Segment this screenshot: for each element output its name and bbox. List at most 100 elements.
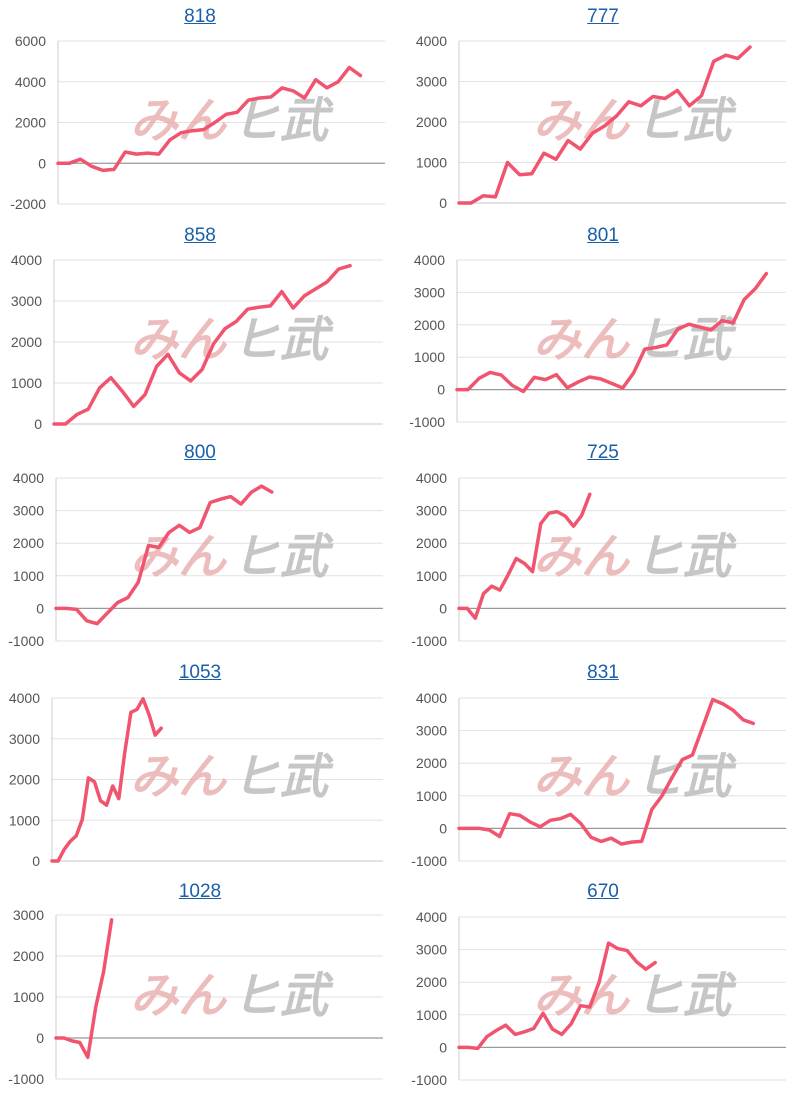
y-tick-label: 3000: [11, 293, 42, 309]
y-tick-label: 4000: [416, 690, 447, 706]
y-tick-label: 0: [36, 1030, 44, 1046]
svg-text:みん: みん: [533, 312, 631, 368]
y-tick-label: 3000: [9, 731, 40, 747]
y-tick-label: -2000: [10, 196, 46, 212]
y-tick-label: 3000: [416, 74, 447, 90]
watermark-logo: みん ヒ武: [130, 93, 334, 149]
line-chart: 4000 3000 2000 1000 0 みん ヒ武: [0, 219, 400, 438]
svg-text:みん: みん: [533, 529, 631, 585]
y-tick-label: 3000: [416, 723, 447, 739]
y-tick-label: 2000: [11, 334, 42, 350]
svg-text:ヒ武: ヒ武: [232, 312, 334, 368]
svg-text:みん: みん: [130, 968, 228, 1024]
svg-text:ヒ武: ヒ武: [232, 749, 334, 805]
y-tick-label: 2000: [416, 755, 447, 771]
y-tick-label: -1000: [411, 633, 447, 649]
chart-panel-801: 801 4000 3000 2000 1000 0 -1000 みん ヒ武: [403, 219, 803, 438]
y-tick-label: 4000: [416, 470, 447, 486]
svg-text:ヒ武: ヒ武: [232, 529, 334, 585]
y-tick-label: 4000: [13, 470, 44, 486]
chart-panel-670: 670 4000 3000 2000 1000 0 -1000 みん ヒ武: [403, 875, 803, 1094]
y-tick-label: -1000: [8, 633, 44, 649]
line-chart: 3000 2000 1000 0 -1000 みん ヒ武: [0, 875, 400, 1094]
y-tick-label: 2000: [414, 317, 445, 333]
line-chart: 4000 3000 2000 1000 0 みん ヒ武: [0, 656, 400, 875]
y-tick-label: 3000: [416, 503, 447, 519]
y-tick-label: 1000: [9, 812, 40, 828]
y-tick-label: 2000: [9, 772, 40, 788]
watermark-logo: みん ヒ武: [533, 93, 737, 149]
chart-panel-777: 777 4000 3000 2000 1000 0 みん ヒ武: [403, 0, 803, 219]
y-tick-label: 1000: [13, 568, 44, 584]
watermark-logo: みん ヒ武: [533, 312, 737, 368]
y-tick-label: -1000: [411, 1072, 447, 1088]
watermark-logo: みん ヒ武: [533, 529, 737, 585]
y-tick-label: 6000: [15, 33, 46, 49]
y-tick-label: 1000: [416, 155, 447, 171]
y-tick-label: 4000: [15, 74, 46, 90]
y-tick-label: 1000: [416, 568, 447, 584]
y-tick-label: 1000: [416, 1007, 447, 1023]
y-tick-label: -1000: [8, 1071, 44, 1087]
svg-text:ヒ武: ヒ武: [232, 968, 334, 1024]
y-tick-label: 1000: [414, 349, 445, 365]
y-tick-label: 0: [36, 600, 44, 616]
chart-panel-818: 818 6000 4000 2000 0 -2000 みん ヒ武: [0, 0, 400, 219]
line-chart: 4000 3000 2000 1000 0 みん ヒ武: [403, 0, 803, 219]
y-tick-label: 0: [32, 853, 40, 869]
line-chart: 4000 3000 2000 1000 0 -1000 みん ヒ武: [0, 436, 400, 655]
watermark-logo: みん ヒ武: [130, 529, 334, 585]
y-tick-label: 3000: [416, 942, 447, 958]
svg-text:みん: みん: [533, 749, 631, 805]
svg-text:ヒ武: ヒ武: [635, 529, 737, 585]
y-tick-label: 2000: [15, 115, 46, 131]
chart-panel-800: 800 4000 3000 2000 1000 0 -1000 みん ヒ武: [0, 436, 400, 655]
svg-text:みん: みん: [130, 93, 228, 149]
y-tick-label: 2000: [416, 974, 447, 990]
line-chart: 4000 3000 2000 1000 0 -1000 みん ヒ武: [403, 656, 803, 875]
y-tick-label: 4000: [414, 252, 445, 268]
y-tick-label: -1000: [409, 414, 445, 430]
y-tick-label: 4000: [416, 33, 447, 49]
y-tick-label: 0: [439, 600, 447, 616]
chart-panel-725: 725 4000 3000 2000 1000 0 -1000 みん ヒ武: [403, 436, 803, 655]
watermark-logo: みん ヒ武: [533, 749, 737, 805]
y-tick-label: 3000: [414, 284, 445, 300]
watermark-logo: みん ヒ武: [130, 749, 334, 805]
watermark-logo: みん ヒ武: [130, 312, 334, 368]
y-tick-label: 0: [439, 195, 447, 211]
y-tick-label: 3000: [13, 503, 44, 519]
y-tick-label: 2000: [13, 948, 44, 964]
svg-text:みん: みん: [533, 968, 631, 1024]
chart-panel-1028: 1028 3000 2000 1000 0 -1000 みん ヒ武: [0, 875, 400, 1094]
y-tick-label: 1000: [416, 788, 447, 804]
y-tick-label: 0: [439, 820, 447, 836]
y-tick-label: -1000: [411, 853, 447, 869]
svg-text:みん: みん: [533, 93, 631, 149]
line-chart: 4000 3000 2000 1000 0 -1000 みん ヒ武: [403, 875, 803, 1094]
y-tick-label: 1000: [13, 989, 44, 1005]
y-tick-label: 2000: [416, 535, 447, 551]
y-tick-label: 0: [439, 1039, 447, 1055]
y-tick-label: 0: [38, 155, 46, 171]
y-tick-label: 4000: [11, 252, 42, 268]
chart-panel-1053: 1053 4000 3000 2000 1000 0 みん ヒ武: [0, 656, 400, 875]
y-tick-label: 0: [34, 416, 42, 432]
line-chart: 6000 4000 2000 0 -2000 みん ヒ武: [0, 0, 400, 219]
svg-text:みん: みん: [130, 749, 228, 805]
y-tick-label: 3000: [13, 907, 44, 923]
line-chart: 4000 3000 2000 1000 0 -1000 みん ヒ武: [403, 436, 803, 655]
series-line: [56, 920, 112, 1057]
y-tick-label: 2000: [416, 114, 447, 130]
svg-text:みん: みん: [130, 312, 228, 368]
watermark-logo: みん ヒ武: [130, 968, 334, 1024]
y-tick-label: 2000: [13, 535, 44, 551]
chart-panel-858: 858 4000 3000 2000 1000 0 みん ヒ武: [0, 219, 400, 438]
watermark-logo: みん ヒ武: [533, 968, 737, 1024]
svg-text:ヒ武: ヒ武: [635, 968, 737, 1024]
chart-panel-831: 831 4000 3000 2000 1000 0 -1000 みん ヒ武: [403, 656, 803, 875]
y-tick-label: 0: [437, 382, 445, 398]
y-tick-label: 4000: [416, 909, 447, 925]
line-chart: 4000 3000 2000 1000 0 -1000 みん ヒ武: [403, 219, 803, 438]
